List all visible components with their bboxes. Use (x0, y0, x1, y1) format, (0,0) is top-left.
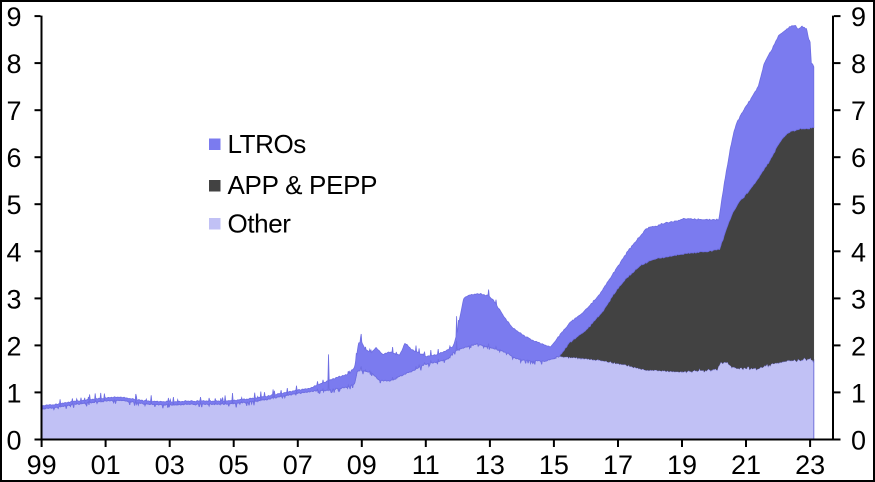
svg-text:0: 0 (851, 426, 866, 456)
svg-text:15: 15 (539, 450, 569, 480)
svg-text:4: 4 (6, 237, 21, 267)
svg-text:1: 1 (851, 378, 866, 408)
svg-text:13: 13 (475, 450, 505, 480)
svg-text:9: 9 (851, 2, 866, 32)
svg-text:8: 8 (6, 49, 21, 79)
svg-text:23: 23 (795, 450, 825, 480)
svg-text:6: 6 (6, 143, 21, 173)
svg-text:APP & PEPP: APP & PEPP (228, 170, 378, 200)
svg-text:9: 9 (6, 2, 21, 32)
svg-text:2: 2 (6, 331, 21, 361)
svg-text:6: 6 (851, 143, 866, 173)
svg-text:7: 7 (851, 96, 866, 126)
svg-text:3: 3 (6, 284, 21, 314)
svg-text:01: 01 (91, 450, 121, 480)
svg-text:19: 19 (667, 450, 697, 480)
svg-text:7: 7 (6, 96, 21, 126)
svg-text:5: 5 (6, 190, 21, 220)
svg-text:0: 0 (6, 426, 21, 456)
svg-text:09: 09 (347, 450, 377, 480)
svg-text:8: 8 (851, 49, 866, 79)
svg-text:LTROs: LTROs (228, 129, 307, 159)
svg-text:99: 99 (27, 450, 57, 480)
svg-text:3: 3 (851, 284, 866, 314)
svg-text:1: 1 (6, 378, 21, 408)
svg-text:11: 11 (412, 450, 440, 480)
svg-text:5: 5 (851, 190, 866, 220)
svg-text:03: 03 (155, 450, 185, 480)
svg-text:17: 17 (603, 450, 633, 480)
svg-text:05: 05 (219, 450, 249, 480)
svg-text:21: 21 (731, 450, 761, 480)
svg-text:4: 4 (851, 237, 866, 267)
svg-text:2: 2 (851, 331, 866, 361)
svg-text:07: 07 (283, 450, 313, 480)
svg-text:Other: Other (228, 209, 292, 239)
